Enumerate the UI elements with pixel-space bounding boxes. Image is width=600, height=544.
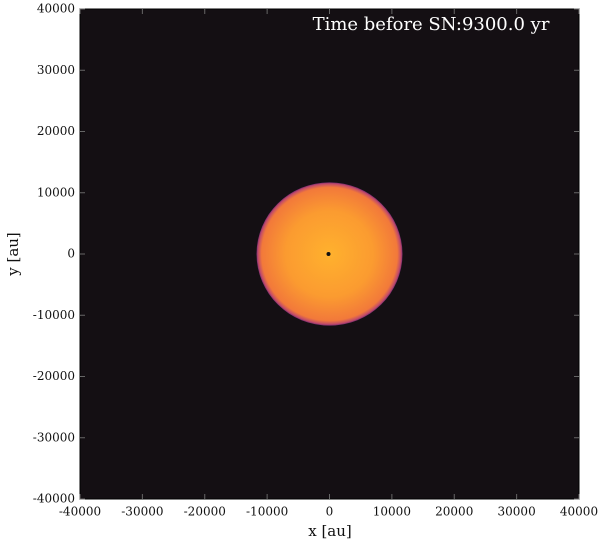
y-tick-label: -30000 (33, 430, 75, 444)
y-tick-label: 20000 (37, 124, 75, 138)
y-tick-label: -10000 (33, 308, 75, 322)
x-tick-label: -20000 (184, 505, 226, 519)
x-axis-label: x [au] (308, 522, 352, 540)
annotation: Time before SN:9300.0 yr (313, 14, 550, 35)
x-tick-label: 30000 (498, 505, 536, 519)
y-tick-label: -40000 (33, 492, 75, 506)
x-tick-label: -30000 (121, 505, 163, 519)
x-tick-label: 10000 (373, 505, 411, 519)
y-tick-label: 40000 (37, 2, 75, 16)
x-tick-label: -10000 (246, 505, 288, 519)
x-tick-label: 0 (326, 505, 334, 519)
y-tick-label: 0 (67, 247, 75, 261)
y-tick-label: 10000 (37, 185, 75, 199)
y-tick-label: 30000 (37, 63, 75, 77)
x-tick-label: 20000 (435, 505, 473, 519)
core (326, 252, 331, 256)
x-tick-label: -40000 (59, 505, 101, 519)
y-tick-label: -20000 (33, 369, 75, 383)
y-axis-label: y [au] (4, 232, 22, 277)
x-tick-label: 40000 (560, 505, 598, 519)
